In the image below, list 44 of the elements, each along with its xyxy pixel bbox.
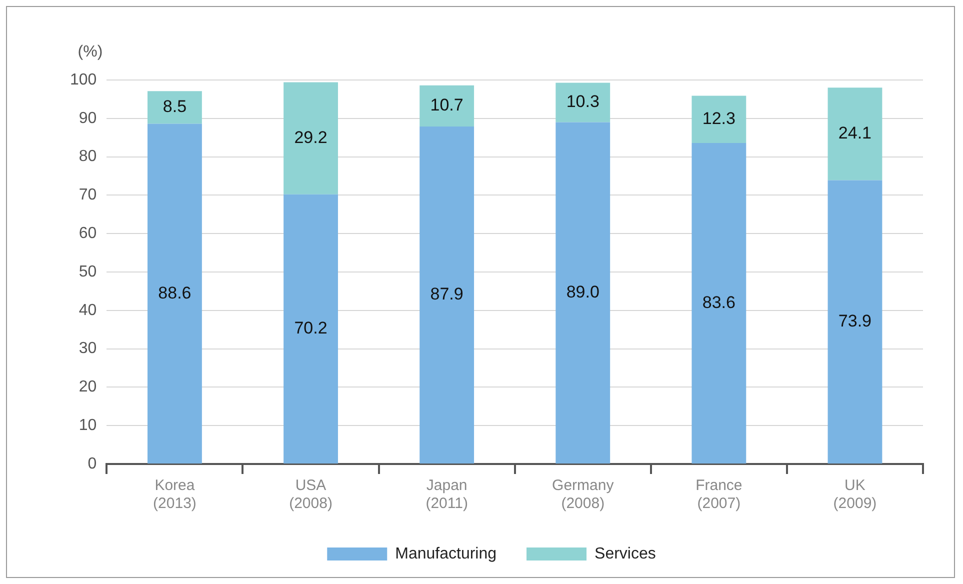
bar: [692, 96, 746, 143]
y-tick-label: 60: [78, 225, 97, 242]
y-tick-label: 90: [78, 110, 97, 127]
data-label: 88.6: [158, 283, 192, 302]
data-label: 87.9: [430, 284, 464, 304]
y-axis-title: (%): [78, 43, 103, 60]
data-label: 83.6: [702, 292, 736, 312]
bar: [556, 122, 610, 464]
data-label: 10.3: [566, 92, 600, 112]
data-label: 29.2: [294, 128, 328, 148]
y-tick-label: 50: [78, 263, 97, 280]
bar: [828, 88, 882, 180]
x-tick-label: Germany (2008): [552, 477, 614, 512]
y-tick-label: 80: [78, 148, 97, 166]
y-tick-label: 20: [78, 378, 97, 396]
bar: [556, 82, 610, 122]
data-label: 8.5: [162, 97, 187, 116]
bar: [828, 180, 882, 464]
data-label: 12.3: [702, 109, 736, 128]
legend-label: Services: [594, 545, 656, 562]
y-tick-label: 10: [78, 417, 97, 434]
data-label: 24.1: [838, 124, 872, 143]
bar: [284, 82, 338, 194]
data-label: 70.2: [294, 318, 328, 338]
y-tick-label: 30: [78, 340, 97, 358]
bar: [420, 126, 474, 464]
y-tick-label: 100: [70, 71, 97, 88]
data-label: 73.9: [838, 312, 872, 331]
bar: [284, 194, 338, 464]
x-tick-label: France (2007): [696, 477, 742, 512]
bar: [692, 142, 746, 464]
x-tick-label: USA (2008): [289, 477, 332, 512]
bar: [148, 91, 202, 124]
y-tick-label: 70: [78, 186, 97, 204]
x-tick-label: Korea (2013): [153, 477, 196, 512]
x-tick-label: UK (2009): [833, 477, 877, 512]
y-tick-label: 40: [78, 302, 97, 319]
data-label: 89.0: [566, 282, 600, 302]
x-tick-label: Japan (2011): [426, 477, 468, 512]
bar: [420, 85, 474, 126]
data-label: 10.7: [430, 96, 464, 115]
y-tick-label: 0: [88, 455, 97, 472]
legend-label: Manufacturing: [395, 545, 497, 562]
bar: [148, 124, 202, 464]
